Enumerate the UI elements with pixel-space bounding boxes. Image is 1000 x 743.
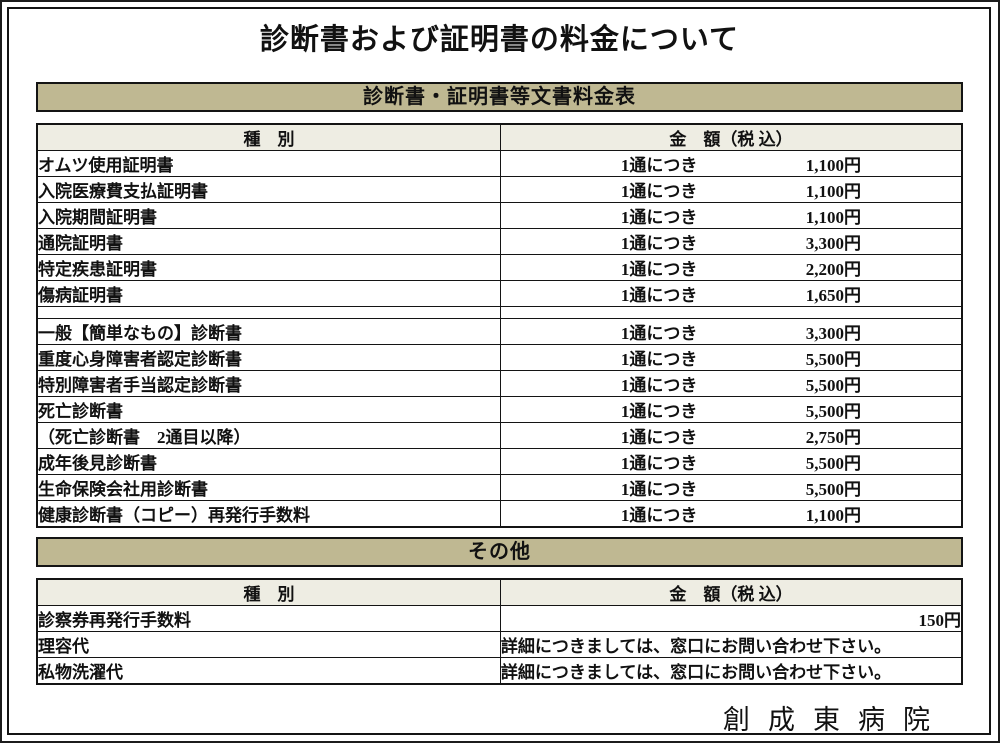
other-type-cell: 私物洗濯代 [36,657,501,685]
fee-table-col-type: 種 別 [36,123,501,151]
other-amount-cell: 詳細につきましては、窓口にお問い合わせ下さい。 [499,631,963,658]
fee-amount-cell: 1通につき 3,300円 [499,228,963,255]
other-table-header-row: 種 別 金 額（税 込） [36,578,963,606]
fee-type-cell: 死亡診断書 [36,396,501,423]
fee-row: 成年後見診断書 1通につき 5,500円 [36,448,963,475]
fee-type-cell: 健康診断書（コピー）再発行手数料 [36,500,501,528]
fee-amount-cell: 1通につき 1,100円 [499,150,963,177]
fee-amount-cell: 1通につき 1,100円 [499,202,963,229]
fee-amount-cell: 1通につき 1,100円 [499,500,963,528]
fee-table: 種 別 金 額（税 込） オムツ使用証明書 1通につき 1,100円 入院医療費支払証… [36,123,963,528]
other-table: 種 別 金 額（税 込） 診察券再発行手数料 150円 理容代 詳細につきましては、窓… [36,578,963,685]
other-row: 診察券再発行手数料 150円 [36,605,963,632]
other-amount-cell: 詳細につきましては、窓口にお問い合わせ下さい。 [499,657,963,685]
per-unit-text: 1通につき [620,480,698,499]
fee-table-header-row: 種 別 金 額（税 込） [36,123,963,151]
per-unit-text: 1通につき [620,286,698,305]
other-table-col-type: 種 別 [36,578,501,606]
other-type-cell: 理容代 [36,631,501,658]
price-text: 5,500円 [805,454,861,473]
fee-amount-cell: 1通につき 5,500円 [499,396,963,423]
fee-table-body: オムツ使用証明書 1通につき 1,100円 入院医療費支払証明書 1通につき 1,100円… [36,150,963,528]
fee-row: 入院医療費支払証明書 1通につき 1,100円 [36,176,963,203]
fee-row: （死亡診断書 2通目以降） 1通につき 2,750円 [36,422,963,449]
fee-row: 死亡診断書 1通につき 5,500円 [36,396,963,423]
per-unit-text: 1通につき [620,324,698,343]
price-text: 1,100円 [805,182,861,201]
per-unit-text: 1通につき [620,506,698,525]
fee-row: 通院証明書 1通につき 3,300円 [36,228,963,255]
fee-type-cell: 傷病証明書 [36,280,501,307]
per-unit-text: 1通につき [620,234,698,253]
fee-amount-cell: 1通につき 5,500円 [499,448,963,475]
fee-amount-cell: 1通につき 1,100円 [499,176,963,203]
price-text: 1,650円 [805,286,861,305]
fee-amount-cell: 1通につき 2,750円 [499,422,963,449]
fee-type-cell: 成年後見診断書 [36,448,501,475]
per-unit-text: 1通につき [620,402,698,421]
price-text: 5,500円 [805,402,861,421]
per-unit-text: 1通につき [620,260,698,279]
price-text: 5,500円 [805,480,861,499]
separator-cell [499,306,963,319]
price-text: 3,300円 [805,234,861,253]
other-amount-cell: 150円 [499,605,963,632]
section-band-fee-table: 診断書・証明書等文書料金表 [36,82,963,112]
fee-row: 特定疾患証明書 1通につき 2,200円 [36,254,963,281]
fee-amount-cell: 1通につき 5,500円 [499,344,963,371]
price-text: 1,100円 [805,156,861,175]
other-type-cell: 診察券再発行手数料 [36,605,501,632]
other-table-col-amount: 金 額（税 込） [499,578,963,606]
fee-table-col-amount: 金 額（税 込） [499,123,963,151]
fee-amount-cell: 1通につき 2,200円 [499,254,963,281]
fee-row: 一般【簡単なもの】診断書 1通につき 3,300円 [36,318,963,345]
fee-type-cell: 通院証明書 [36,228,501,255]
fee-type-cell: 生命保険会社用診断書 [36,474,501,501]
fee-amount-cell: 1通につき 1,650円 [499,280,963,307]
other-row: 理容代 詳細につきましては、窓口にお問い合わせ下さい。 [36,631,963,658]
fee-row: 傷病証明書 1通につき 1,650円 [36,280,963,307]
other-row: 私物洗濯代 詳細につきましては、窓口にお問い合わせ下さい。 [36,657,963,685]
fee-amount-cell: 1通につき 5,500円 [499,474,963,501]
fee-row: 重度心身障害者認定診断書 1通につき 5,500円 [36,344,963,371]
fee-type-cell: 特別障害者手当認定診断書 [36,370,501,397]
per-unit-text: 1通につき [620,454,698,473]
price-text: 2,750円 [805,428,861,447]
per-unit-text: 1通につき [620,156,698,175]
price-text: 2,200円 [805,260,861,279]
fee-row: 入院期間証明書 1通につき 1,100円 [36,202,963,229]
per-unit-text: 1通につき [620,376,698,395]
per-unit-text: 1通につき [620,208,698,227]
section-band-other: その他 [36,537,963,567]
separator-cell [36,306,501,319]
fee-type-cell: 重度心身障害者認定診断書 [36,344,501,371]
fee-type-cell: 特定疾患証明書 [36,254,501,281]
fee-row: 特別障害者手当認定診断書 1通につき 5,500円 [36,370,963,397]
price-text: 3,300円 [805,324,861,343]
fee-type-cell: （死亡診断書 2通目以降） [36,422,501,449]
per-unit-text: 1通につき [620,428,698,447]
per-unit-text: 1通につき [620,350,698,369]
fee-row: 生命保険会社用診断書 1通につき 5,500円 [36,474,963,501]
fee-row: オムツ使用証明書 1通につき 1,100円 [36,150,963,177]
price-text: 1,100円 [805,208,861,227]
fee-row: 健康診断書（コピー）再発行手数料 1通につき 1,100円 [36,500,963,528]
hospital-signature: 創成東病院 [723,705,948,735]
price-text: 1,100円 [805,506,861,525]
per-unit-text: 1通につき [620,182,698,201]
fee-type-cell: 入院期間証明書 [36,202,501,229]
document-title: 診断書および証明書の料金について [259,24,740,56]
price-text: 5,500円 [805,350,861,369]
fee-amount-cell: 1通につき 5,500円 [499,370,963,397]
fee-type-cell: 一般【簡単なもの】診断書 [36,318,501,345]
page-frame-border [7,7,991,735]
fee-type-cell: 入院医療費支払証明書 [36,176,501,203]
fee-type-cell: オムツ使用証明書 [36,150,501,177]
other-table-body: 診察券再発行手数料 150円 理容代 詳細につきましては、窓口にお問い合わせ下さい。私… [36,605,963,685]
document-content: 診断書および証明書の料金について 診断書・証明書等文書料金表 種 別 金 額（税… [36,9,963,737]
price-text: 5,500円 [805,376,861,395]
fee-amount-cell: 1通につき 3,300円 [499,318,963,345]
separator-row [36,306,963,319]
